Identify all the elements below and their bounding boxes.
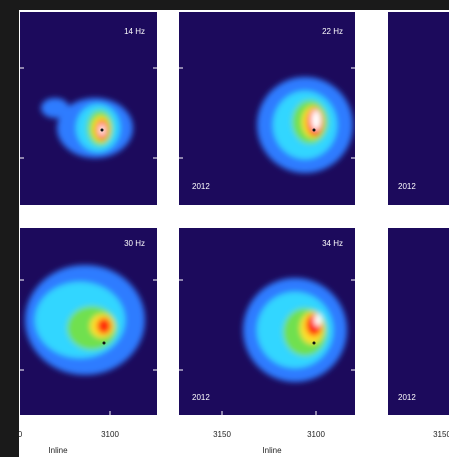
frequency-label: 14 Hz xyxy=(124,27,145,36)
well-marker xyxy=(312,341,316,345)
year-label: 2012 xyxy=(192,393,210,402)
x-tick-label: 3100 xyxy=(307,430,325,439)
frequency-label: 34 Hz xyxy=(322,239,343,248)
left-strip xyxy=(0,0,19,457)
amplitude-blob xyxy=(243,278,347,382)
year-label: 2012 xyxy=(398,393,416,402)
panel xyxy=(388,228,449,415)
frequency-label: 30 Hz xyxy=(124,239,145,248)
panel-ticks xyxy=(20,67,355,415)
well-marker xyxy=(100,128,104,132)
x-axis-label: Inline xyxy=(48,446,68,455)
top-strip xyxy=(0,0,449,10)
frequency-label: 22 Hz xyxy=(322,27,343,36)
amplitude-blob xyxy=(25,265,145,375)
well-marker xyxy=(102,341,106,345)
x-tick-label: 3150 xyxy=(213,430,231,439)
x-tick-label: 3100 xyxy=(101,430,119,439)
amplitude-blob xyxy=(41,98,133,158)
x-tick-label: 3150 xyxy=(433,430,449,439)
x-axis-label: Inline xyxy=(262,446,282,455)
x-tick-label: 0 xyxy=(18,430,23,439)
year-label: 2012 xyxy=(192,182,210,191)
amplitude-blob xyxy=(257,77,353,173)
panel xyxy=(388,12,449,205)
year-label: 2012 xyxy=(398,182,416,191)
well-marker xyxy=(312,128,316,132)
